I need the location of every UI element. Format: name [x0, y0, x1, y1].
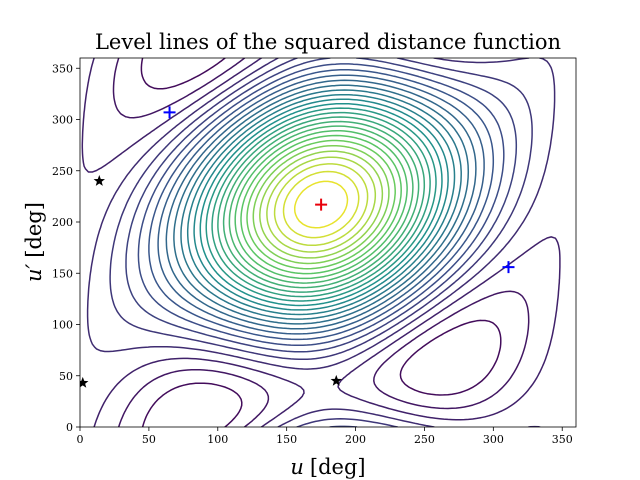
- contour-level: [125, 58, 518, 427]
- saddle-marker: [163, 106, 176, 119]
- x-tick-label: 0: [77, 433, 84, 446]
- contour-level: [205, 107, 437, 302]
- y-axis-ticks: 0 50 100 150 200 250 300 350: [52, 62, 80, 434]
- x-tick-label: 50: [142, 433, 156, 446]
- contour-level: [217, 116, 426, 293]
- maximum-marker: [315, 198, 328, 211]
- y-axis-label-unit: [deg]: [22, 202, 46, 258]
- contour-level: [259, 150, 384, 259]
- contour-level: [112, 58, 530, 427]
- y-tick-label: 300: [52, 114, 73, 127]
- x-tick-label: 350: [552, 433, 573, 446]
- x-tick-label: 100: [207, 433, 228, 446]
- x-axis-label: u [deg]: [290, 455, 365, 479]
- x-axis-label-unit: [deg]: [310, 455, 366, 479]
- minimum-marker: [80, 376, 89, 388]
- contour-level: [234, 129, 408, 280]
- contour-level: [173, 84, 470, 325]
- x-tick-label: 300: [483, 433, 504, 446]
- contour-level: [180, 89, 462, 320]
- x-tick-label: 200: [345, 433, 366, 446]
- contour-level: [199, 102, 443, 307]
- contour-level: [193, 98, 449, 311]
- contour-level: [252, 144, 390, 265]
- contour-level: [240, 134, 402, 275]
- contour-level: [157, 74, 485, 335]
- contour-level: [137, 63, 505, 347]
- plot-frame: [79, 57, 577, 428]
- minimum-marker: [330, 374, 342, 386]
- contour-level: [266, 156, 377, 253]
- contour-level: [140, 58, 502, 427]
- contour-lines: [81, 58, 561, 427]
- y-tick-label: 250: [52, 165, 73, 178]
- contour-level: [165, 79, 477, 330]
- x-tick-label: 250: [414, 433, 435, 446]
- contour-level: [246, 139, 396, 270]
- contour-level: [148, 69, 495, 341]
- contour-level: [282, 170, 360, 239]
- contour-level: [81, 58, 561, 427]
- minimum-marker: [93, 175, 105, 186]
- contour-level: [186, 93, 456, 316]
- y-axis-label-var: u′: [22, 263, 46, 282]
- y-axis-label: u′ [deg]: [22, 202, 46, 282]
- contour-level: [273, 163, 369, 247]
- chart-title: Level lines of the squared distance func…: [95, 30, 561, 54]
- y-tick-label: 50: [59, 370, 73, 383]
- contour-level: [211, 111, 431, 298]
- contour-level: [222, 120, 420, 289]
- y-tick-label: 100: [52, 319, 73, 332]
- contour-level: [228, 125, 414, 284]
- y-tick-label: 150: [52, 267, 73, 280]
- x-axis-label-var: u: [290, 455, 304, 479]
- y-tick-label: 200: [52, 216, 73, 229]
- y-tick-label: 0: [66, 421, 73, 434]
- contour-level: [293, 180, 349, 229]
- y-tick-label: 350: [52, 62, 73, 75]
- x-tick-label: 150: [276, 433, 297, 446]
- saddle-marker: [502, 261, 515, 274]
- critical-point-markers: [80, 106, 515, 388]
- x-axis-ticks: 0 50 100 150 200 250 300 350: [77, 427, 573, 446]
